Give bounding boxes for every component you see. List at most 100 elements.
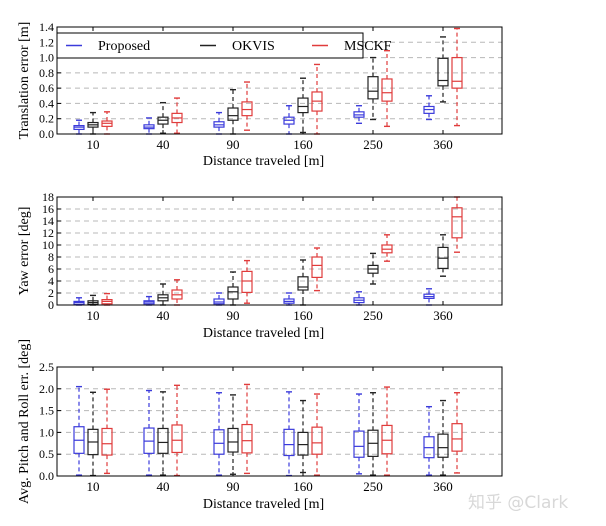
box-msckf-90 — [241, 81, 253, 131]
y-axis-label: Translation error [m] — [17, 22, 32, 140]
box-proposed-40 — [143, 117, 155, 135]
box-iqr — [227, 107, 239, 121]
y-tick-label: 2.5 — [39, 360, 54, 374]
y-tick-label: 0.4 — [39, 96, 54, 110]
box-proposed-90 — [213, 292, 225, 306]
box-okvis-250 — [367, 56, 379, 121]
box-okvis-90 — [227, 88, 239, 135]
box-proposed-10 — [73, 119, 85, 135]
x-tick-label: 90 — [227, 479, 240, 494]
box-msckf-250 — [381, 386, 393, 476]
y-tick-label: 14 — [42, 214, 54, 228]
box-iqr — [451, 423, 463, 452]
x-tick-label: 10 — [87, 479, 100, 494]
x-tick-label: 160 — [293, 137, 313, 152]
x-tick-label: 250 — [363, 479, 383, 494]
y-tick-label: 10 — [42, 238, 54, 252]
y-tick-label: 0.6 — [39, 81, 54, 95]
y-tick-label: 0.0 — [39, 127, 54, 141]
box-msckf-360 — [451, 196, 463, 253]
box-iqr — [367, 76, 379, 100]
x-tick-label: 360 — [433, 479, 453, 494]
box-msckf-10 — [101, 111, 113, 135]
box-okvis-10 — [87, 391, 99, 477]
x-axis-label: Distance traveled [m] — [203, 497, 324, 512]
box-okvis-10 — [87, 111, 99, 135]
box-proposed-40 — [143, 389, 155, 476]
box-iqr — [241, 101, 253, 117]
x-tick-label: 360 — [433, 137, 453, 152]
box-iqr — [451, 207, 463, 239]
box-iqr — [101, 427, 113, 456]
y-tick-label: 16 — [42, 202, 54, 216]
box-iqr — [311, 256, 323, 278]
x-axis-label: Distance traveled [m] — [203, 326, 324, 341]
box-proposed-90 — [213, 392, 225, 476]
box-proposed-10 — [73, 297, 85, 306]
x-tick-label: 90 — [227, 308, 240, 323]
y-tick-label: 0 — [48, 298, 54, 312]
x-tick-label: 250 — [363, 137, 383, 152]
box-iqr — [241, 270, 253, 293]
x-tick-label: 10 — [87, 308, 100, 323]
y-tick-label: 1.0 — [39, 425, 54, 439]
box-iqr — [157, 427, 169, 454]
y-tick-label: 12 — [42, 226, 54, 240]
box-proposed-40 — [143, 295, 155, 306]
y-tick-label: 1.4 — [39, 20, 54, 34]
box-iqr — [437, 57, 449, 87]
box-iqr — [227, 427, 239, 453]
panel-1: 0.00.2 0.40.60.81.0 1.21.4 10 40 90 160 250 360 D… — [17, 20, 503, 169]
box-msckf-40 — [171, 384, 183, 477]
axes-frame — [56, 366, 503, 477]
box-proposed-360 — [423, 95, 435, 121]
legend-label: MSCKF — [344, 39, 392, 54]
box-proposed-360 — [423, 288, 435, 306]
box-okvis-40 — [157, 101, 169, 134]
box-proposed-90 — [213, 111, 225, 135]
box-proposed-160 — [283, 105, 295, 135]
box-msckf-40 — [171, 279, 183, 306]
box-iqr — [241, 423, 253, 454]
panel-3: 0.0 0.5 1.0 1.5 2.0 2.5 10 40 90 160 250 360 Distanc… — [17, 339, 503, 512]
box-iqr — [353, 430, 365, 458]
box-iqr — [381, 424, 393, 455]
y-tick-label: 8 — [48, 250, 54, 264]
box-msckf-360 — [451, 392, 463, 474]
box-okvis-90 — [227, 394, 239, 475]
box-proposed-250 — [353, 291, 365, 306]
x-tick-label: 160 — [293, 308, 313, 323]
y-tick-label: 2 — [48, 286, 54, 300]
box-proposed-160 — [283, 391, 295, 477]
box-okvis-360 — [437, 36, 449, 103]
y-tick-label: 0.0 — [39, 469, 54, 483]
box-iqr — [283, 428, 295, 457]
box-okvis-160 — [297, 399, 309, 474]
x-tick-label: 360 — [433, 308, 453, 323]
y-tick-label: 0.5 — [39, 447, 54, 461]
box-iqr — [311, 426, 323, 455]
box-okvis-160 — [297, 259, 309, 306]
x-tick-label: 90 — [227, 137, 240, 152]
x-tick-label: 160 — [293, 479, 313, 494]
axes-frame — [56, 196, 503, 306]
y-tick-label: 0.8 — [39, 66, 54, 80]
y-axis-label: Yaw error [deg] — [17, 207, 32, 296]
box-okvis-40 — [157, 391, 169, 476]
x-tick-label: 40 — [157, 479, 170, 494]
y-axis-label: Avg. Pitch and Roll err. [deg] — [17, 339, 32, 504]
box-msckf-160 — [311, 63, 323, 135]
x-tick-label: 40 — [157, 137, 170, 152]
box-okvis-160 — [297, 77, 309, 134]
box-iqr — [227, 286, 239, 300]
x-tick-label: 10 — [87, 137, 100, 152]
box-iqr — [297, 431, 309, 456]
box-iqr — [381, 78, 393, 102]
axes-frame — [56, 26, 503, 135]
box-msckf-160 — [311, 247, 323, 292]
box-okvis-250 — [367, 252, 379, 285]
box-msckf-90 — [241, 259, 253, 304]
box-msckf-90 — [241, 383, 253, 475]
